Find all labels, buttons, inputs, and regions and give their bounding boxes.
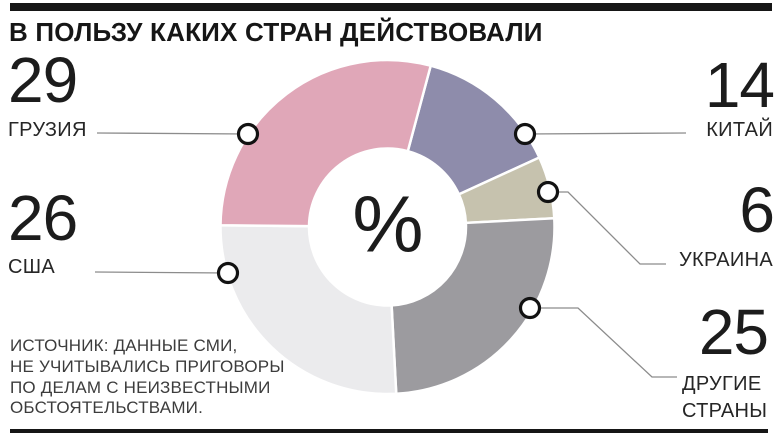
label-usa: США bbox=[8, 256, 56, 278]
label-china: КИТАЙ bbox=[706, 119, 773, 141]
value-other-countries: 25 bbox=[698, 296, 769, 368]
donut-slice-usa bbox=[219, 223, 398, 396]
value-ukraine: 6 bbox=[739, 174, 775, 246]
label-other-countries-line2: СТРАНЫ bbox=[682, 400, 768, 422]
leader-line-china bbox=[524, 132, 687, 135]
label-georgia: ГРУЗИЯ bbox=[8, 119, 87, 141]
leader-line-georgia bbox=[96, 132, 249, 135]
source-note-line3: ПО ДЕЛАМ С НЕИЗВЕСТНЫМИ bbox=[10, 377, 271, 397]
source-note-line1: ИСТОЧНИК: ДАННЫЕ СМИ, bbox=[10, 336, 238, 355]
marker-dot-china bbox=[513, 122, 537, 146]
leader-line-usa bbox=[94, 271, 229, 274]
label-other-countries-line1: ДРУГИЕ bbox=[682, 373, 762, 395]
source-note-line2: НЕ УЧИТЫВАЛИСЬ ПРИГОВОРЫ bbox=[10, 356, 285, 376]
bottom-rule bbox=[10, 429, 768, 433]
label-ukraine: УКРАИНА bbox=[679, 249, 773, 271]
donut-center-percent-symbol: % bbox=[352, 179, 424, 269]
source-note: ИСТОЧНИК: ДАННЫЕ СМИ, НЕ УЧИТЫВАЛИСЬ ПРИ… bbox=[10, 336, 285, 419]
marker-dot-ukraine bbox=[536, 180, 560, 204]
value-china: 14 bbox=[704, 49, 775, 121]
chart-title: В ПОЛЬЗУ КАКИХ СТРАН ДЕЙСТВОВАЛИ bbox=[9, 17, 543, 47]
source-note-line4: ОБСТОЯТЕЛЬСТВАМИ. bbox=[10, 398, 204, 418]
leader-line-others bbox=[530, 307, 677, 378]
top-rule bbox=[10, 3, 772, 11]
marker-dot-georgia bbox=[236, 122, 260, 146]
marker-dot-usa bbox=[216, 261, 240, 285]
label-other-countries: ДРУГИЕ СТРАНЫ bbox=[682, 371, 767, 425]
donut-slice-others bbox=[390, 216, 556, 396]
leader-line-ukraine bbox=[548, 191, 666, 265]
marker-dot-others bbox=[518, 296, 542, 320]
value-georgia: 29 bbox=[8, 44, 78, 116]
value-usa: 26 bbox=[8, 182, 78, 254]
